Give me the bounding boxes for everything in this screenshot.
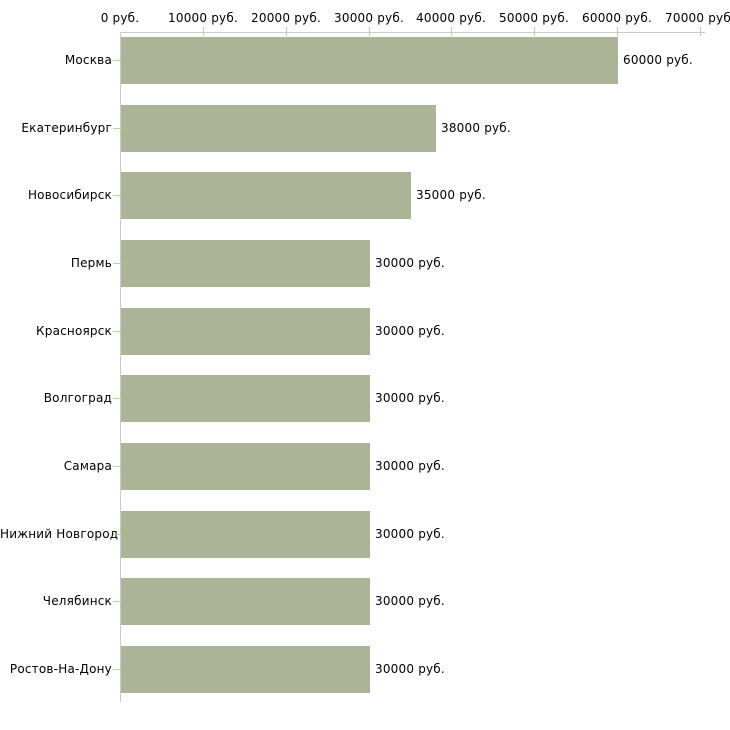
y-tick bbox=[113, 466, 122, 467]
category-label: Волгоград bbox=[43, 391, 112, 405]
x-tick-label: 60000 руб. bbox=[582, 11, 652, 25]
bar bbox=[121, 443, 370, 490]
bar bbox=[121, 578, 370, 625]
bar bbox=[121, 375, 370, 422]
category-label: Екатеринбург bbox=[21, 121, 112, 135]
y-tick bbox=[113, 601, 122, 602]
value-label: 35000 руб. bbox=[416, 188, 486, 202]
y-tick bbox=[113, 398, 122, 399]
x-tick-label: 10000 руб. bbox=[168, 11, 238, 25]
value-label: 30000 руб. bbox=[375, 256, 445, 270]
x-tick bbox=[617, 27, 618, 36]
value-label: 30000 руб. bbox=[375, 324, 445, 338]
y-tick bbox=[113, 669, 122, 670]
y-axis-line bbox=[120, 32, 121, 702]
category-label: Челябинск bbox=[42, 594, 112, 608]
x-tick bbox=[534, 27, 535, 36]
x-tick bbox=[369, 27, 370, 36]
x-tick bbox=[700, 27, 701, 36]
x-tick-label: 70000 руб. bbox=[665, 11, 730, 25]
category-label: Новосибирск bbox=[27, 188, 112, 202]
x-axis-line bbox=[120, 32, 705, 33]
bar bbox=[121, 240, 370, 287]
value-label: 30000 руб. bbox=[375, 391, 445, 405]
bar bbox=[121, 172, 411, 219]
x-tick bbox=[451, 27, 452, 36]
category-label: Красноярск bbox=[36, 324, 112, 338]
x-tick-label: 0 руб. bbox=[100, 11, 140, 25]
value-label: 30000 руб. bbox=[375, 527, 445, 541]
x-tick-label: 40000 руб. bbox=[416, 11, 486, 25]
x-tick bbox=[203, 27, 204, 36]
y-tick bbox=[113, 60, 122, 61]
y-tick bbox=[113, 331, 122, 332]
category-label: Москва bbox=[64, 53, 112, 67]
bar bbox=[121, 105, 436, 152]
category-label: Нижний Новгород bbox=[0, 527, 119, 541]
category-label: Пермь bbox=[70, 256, 112, 270]
category-label: Ростов-На-Дону bbox=[9, 662, 112, 676]
bar bbox=[121, 37, 618, 84]
y-tick bbox=[113, 128, 122, 129]
bar bbox=[121, 308, 370, 355]
value-label: 60000 руб. bbox=[623, 53, 693, 67]
category-label: Самара bbox=[63, 459, 112, 473]
x-tick-label: 30000 руб. bbox=[334, 11, 404, 25]
x-tick bbox=[286, 27, 287, 36]
value-label: 38000 руб. bbox=[441, 121, 511, 135]
y-tick bbox=[113, 534, 122, 535]
y-tick bbox=[113, 263, 122, 264]
x-tick-label: 20000 руб. bbox=[251, 11, 321, 25]
value-label: 30000 руб. bbox=[375, 662, 445, 676]
y-tick bbox=[113, 195, 122, 196]
bar bbox=[121, 511, 370, 558]
x-tick-label: 50000 руб. bbox=[499, 11, 569, 25]
value-label: 30000 руб. bbox=[375, 459, 445, 473]
bar bbox=[121, 646, 370, 693]
value-label: 30000 руб. bbox=[375, 594, 445, 608]
